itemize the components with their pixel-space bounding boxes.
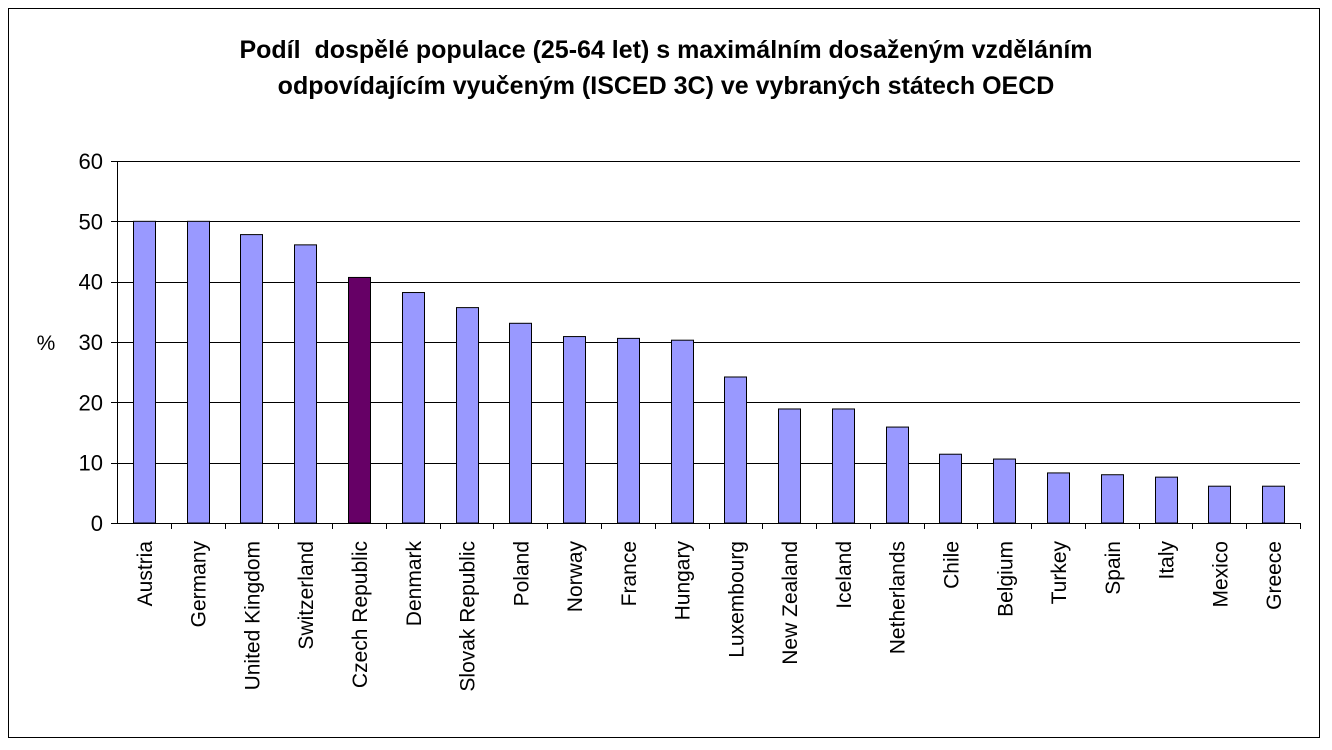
bar-slovak-republic [456, 307, 479, 524]
bar-czech-republic [348, 276, 371, 524]
x-tick-label: Denmark [403, 541, 426, 627]
bar-hungary [671, 339, 694, 524]
bar-united-kingdom [240, 234, 263, 524]
bar-austria [133, 220, 156, 524]
x-tick-label: Netherlands [887, 541, 910, 654]
x-tick-label: Switzerland [295, 541, 318, 650]
bar-luxembourg [724, 376, 747, 524]
x-tick-label: Spain [1102, 541, 1125, 595]
y-tick-label: 20 [79, 390, 103, 415]
bar-poland [509, 322, 532, 524]
chart-title: Podíl dospělé populace (25-64 let) s max… [0, 32, 1332, 104]
labels: 0 10 20 30 40 50 60 Austria Germany United Kingdo… [79, 149, 1287, 692]
bar-norway [563, 336, 586, 524]
y-tick-label: 60 [79, 149, 103, 174]
bar-france [617, 337, 640, 524]
x-tick-label: Iceland [833, 541, 856, 609]
x-tick-label: Belgium [994, 541, 1017, 617]
bar-new-zealand [778, 408, 801, 524]
x-tick-label: United Kingdom [241, 541, 264, 690]
bar-denmark [402, 292, 425, 524]
chart-frame [8, 8, 1320, 738]
bar-netherlands [886, 426, 909, 524]
y-axis-label: % [37, 332, 56, 355]
x-tick-label: Czech Republic [349, 541, 372, 688]
x-tick-label: Hungary [672, 541, 695, 621]
x-tick-label: Mexico [1209, 541, 1232, 608]
y-tick-label: 10 [79, 451, 103, 476]
axes [111, 161, 1301, 529]
y-tick-label: 40 [79, 270, 103, 295]
x-tick-label: Austria [134, 541, 157, 607]
bar-greece [1262, 485, 1285, 524]
x-tick-label: Turkey [1048, 541, 1071, 605]
bar-iceland [832, 408, 855, 524]
x-tick-label: Poland [510, 541, 533, 606]
x-tick-label: France [618, 541, 641, 606]
x-tick-label: Luxembourg [725, 541, 748, 658]
bar-switzerland [294, 244, 317, 524]
bar-turkey [1047, 472, 1070, 524]
bar-italy [1155, 476, 1178, 524]
bar-germany [187, 220, 210, 524]
bar-belgium [993, 458, 1016, 524]
y-tick-label: 30 [79, 330, 103, 355]
x-tick-label: Germany [188, 541, 211, 628]
chart-title-line-2: odpovídajícím vyučeným (ISCED 3C) ve vyb… [277, 72, 1055, 100]
y-tick-label: 50 [79, 209, 103, 234]
bars [133, 220, 1285, 524]
bar-mexico [1208, 485, 1231, 524]
bar-chile [939, 453, 962, 524]
x-tick-label: Chile [940, 541, 963, 589]
y-tick-label: 0 [91, 511, 103, 536]
x-tick-label: Italy [1156, 541, 1179, 580]
x-tick-label: Greece [1263, 541, 1286, 610]
chart-title-line-1: Podíl dospělé populace (25-64 let) s max… [239, 36, 1093, 64]
x-tick-label: Slovak Republic [457, 541, 480, 692]
bar-spain [1101, 474, 1124, 524]
x-tick-label: Norway [564, 541, 587, 613]
x-tick-label: New Zealand [779, 541, 802, 665]
